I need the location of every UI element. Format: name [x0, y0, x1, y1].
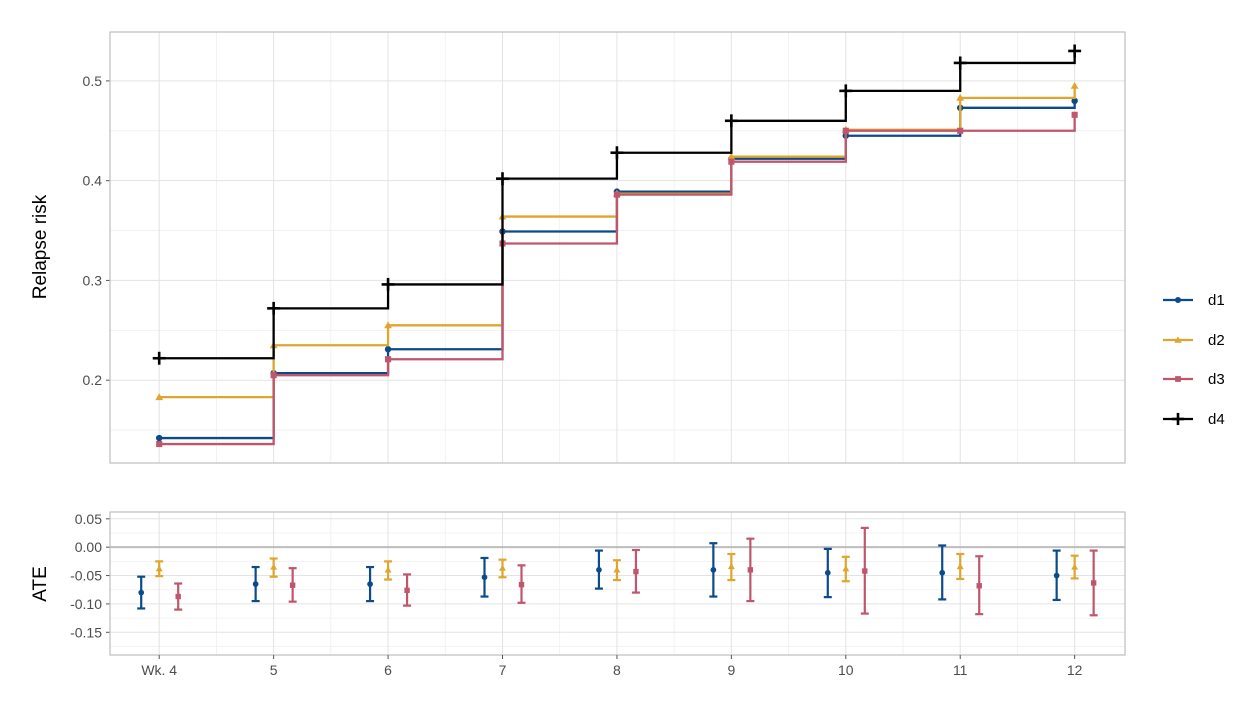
x-tick-label: 11 — [953, 662, 968, 678]
data-point-d4 — [381, 277, 395, 291]
relapse-risk-panel: 0.2 0.3 0.4 0.5 — [83, 31, 1126, 464]
ate-point-d1 — [367, 581, 373, 587]
x-tick-label: 8 — [613, 662, 621, 678]
x-tick-label: 10 — [838, 662, 854, 678]
ate-point-d3 — [404, 587, 410, 594]
x-tick-label: 9 — [727, 662, 735, 678]
ate-point-d1 — [138, 589, 145, 596]
top-panel-border — [109, 31, 1126, 464]
ate-point-d3 — [633, 568, 639, 575]
ate-point-d2 — [956, 563, 964, 570]
bottom-panel-background — [110, 512, 1125, 655]
data-point-d4 — [267, 301, 281, 315]
ate-point-d3 — [976, 583, 982, 589]
ate-point-d2 — [613, 566, 621, 573]
legend-label: d4 — [1208, 411, 1225, 428]
ate-point-d1 — [824, 569, 831, 576]
bottom-y-tick-label: -0.10 — [70, 596, 102, 612]
data-point-d3 — [957, 127, 964, 134]
top-panel-background — [110, 32, 1125, 463]
ate-point-d2 — [270, 563, 278, 570]
data-point-d3 — [728, 158, 735, 165]
ate-point-d2 — [727, 563, 735, 570]
data-point-d3 — [842, 127, 849, 134]
bottom-y-tick-label: 0.05 — [75, 511, 102, 527]
data-point-d2 — [727, 152, 736, 160]
legend-marker — [1175, 376, 1181, 382]
series-line-d3 — [159, 114, 1076, 446]
ate-point-d3 — [1090, 580, 1097, 586]
ate-point-d1 — [939, 569, 946, 576]
ate-point-d1 — [481, 574, 488, 581]
data-point-d3 — [156, 440, 163, 448]
ate-point-d2 — [499, 564, 506, 571]
bottom-panel-border — [109, 511, 1126, 656]
x-tick-label: 5 — [270, 662, 278, 678]
ate-point-d2 — [155, 565, 163, 572]
top-y-tick-label: 0.5 — [83, 73, 103, 89]
data-point-d4 — [610, 146, 624, 160]
legend-item-d3: d3 — [1163, 371, 1225, 388]
data-point-d3 — [613, 191, 620, 198]
legend-item-d2: d2 — [1163, 332, 1225, 349]
data-point-d4 — [496, 172, 509, 186]
ate-point-d3 — [862, 568, 868, 574]
data-point-d2 — [1070, 81, 1079, 89]
ate-point-d3 — [518, 581, 525, 588]
data-point-d3 — [270, 372, 277, 379]
legend-label: d2 — [1208, 332, 1225, 349]
legend-marker — [1174, 296, 1182, 304]
ate-point-d1 — [596, 567, 602, 573]
data-point-d4 — [839, 84, 853, 98]
bottom-y-axis-title: ATE — [30, 566, 51, 602]
top-y-tick-label: 0.2 — [83, 372, 103, 388]
legend-item-d1: d1 — [1163, 292, 1225, 309]
data-point-d2 — [155, 393, 164, 401]
top-y-tick-label: 0.3 — [83, 272, 103, 288]
ate-point-d1 — [1053, 572, 1060, 579]
ate-point-d1 — [710, 567, 717, 573]
data-point-d1 — [155, 434, 163, 442]
data-point-d4 — [953, 56, 967, 70]
top-y-axis-title: Relapse risk — [30, 194, 51, 299]
data-point-d1 — [384, 346, 392, 353]
bottom-y-tick-label: -0.15 — [70, 624, 102, 640]
x-tick-label: 12 — [1067, 662, 1083, 678]
ate-point-d2 — [1071, 563, 1079, 570]
legend: d1 d2 d3 d4 — [1163, 292, 1225, 428]
x-tick-label: 6 — [384, 662, 392, 678]
x-axis: Wk. 4 5 6 7 8 9 10 11 12 — [141, 655, 1083, 678]
bottom-y-tick-label: -0.05 — [70, 568, 102, 584]
data-point-d3 — [385, 356, 392, 363]
x-tick-label: 7 — [499, 662, 507, 678]
ate-point-d3 — [175, 593, 181, 600]
data-point-d3 — [1071, 111, 1078, 118]
legend-item-d4: d4 — [1163, 411, 1225, 428]
data-point-d4 — [724, 114, 738, 128]
data-point-d2 — [956, 93, 965, 101]
ate-point-d3 — [289, 582, 296, 588]
top-y-tick-label: 0.4 — [83, 173, 103, 189]
bottom-y-tick-label: 0.00 — [75, 539, 102, 555]
legend-label: d3 — [1208, 371, 1225, 388]
data-point-d4 — [152, 351, 166, 365]
legend-label: d1 — [1208, 292, 1225, 309]
data-point-d4 — [1068, 44, 1082, 58]
ate-point-d3 — [747, 567, 754, 573]
ate-panel: 0.05 0.00 -0.05 -0.10 -0.15 — [70, 511, 1126, 656]
ate-point-d2 — [384, 566, 392, 573]
data-point-d2 — [384, 321, 392, 329]
x-tick-label: Wk. 4 — [141, 662, 177, 678]
ate-point-d2 — [842, 565, 850, 572]
legend-marker — [1174, 336, 1182, 343]
ate-point-d1 — [252, 581, 259, 587]
data-point-d1 — [1071, 97, 1078, 105]
legend-marker — [1171, 412, 1185, 426]
